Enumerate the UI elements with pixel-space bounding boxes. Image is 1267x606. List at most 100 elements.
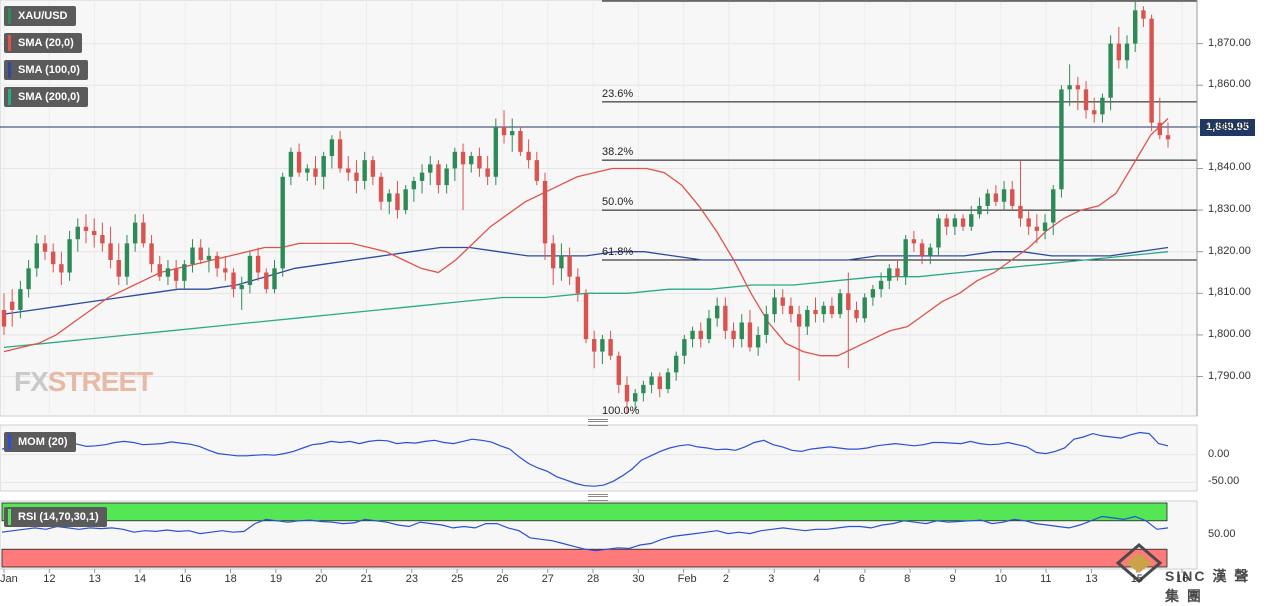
candle-body: [1157, 122, 1163, 136]
candle-body: [50, 251, 56, 265]
candle-body: [329, 139, 335, 156]
candle-body: [91, 230, 97, 236]
fxstreet-watermark: FXSTREET: [14, 366, 153, 398]
x-tick-label: 28: [587, 573, 600, 585]
sma100-swatch: [8, 62, 11, 78]
candle-body: [682, 339, 687, 356]
rsi-resize-handle[interactable]: [588, 494, 608, 501]
candle-body: [272, 268, 277, 290]
candle-body: [1133, 10, 1138, 44]
candle-body: [288, 151, 294, 177]
candle-body: [26, 268, 31, 290]
candle-body: [985, 193, 990, 206]
x-tick-label: 4: [813, 573, 820, 585]
watermark-fx: FX: [14, 366, 49, 397]
candle-body: [657, 376, 662, 390]
candle-body: [575, 276, 581, 294]
candle-body: [887, 268, 892, 281]
x-tick-label: Feb: [677, 573, 697, 585]
candle-body: [214, 255, 220, 269]
candle-body: [83, 226, 89, 231]
legend-symbol[interactable]: XAU/USD: [4, 6, 76, 26]
candle-body: [337, 139, 343, 169]
candle-body: [403, 189, 408, 211]
candle-body: [223, 268, 228, 273]
candle-body: [206, 255, 212, 261]
x-tick-label: 13: [1085, 573, 1098, 585]
candle-body: [452, 151, 458, 169]
candle-body: [280, 176, 285, 269]
candle-body: [75, 226, 80, 240]
candle-body: [1165, 135, 1171, 140]
candle-body: [559, 255, 564, 269]
rsi-line: [1, 515, 1169, 552]
candle-body: [526, 151, 531, 161]
y-tick-label: 1,840.00: [1208, 161, 1251, 174]
y-tick-label: 1,870.00: [1208, 36, 1251, 49]
x-tick-label: 26: [496, 573, 509, 585]
y-tick-label: 1,850.00: [1208, 119, 1251, 132]
candle-body: [100, 235, 105, 244]
candle-body: [124, 243, 130, 277]
candle-body: [59, 264, 64, 273]
candle-body: [1100, 97, 1105, 115]
candle-body: [198, 247, 203, 261]
x-tick-label: 23: [405, 573, 419, 585]
candle-body: [419, 172, 425, 181]
candle-body: [411, 180, 417, 190]
legend-mom-text: MOM (20): [18, 436, 68, 448]
mom-resize-handle[interactable]: [588, 419, 608, 426]
candle-body: [34, 243, 39, 269]
candle-body: [739, 322, 744, 340]
sinc-branding-mark: SINC: [1165, 568, 1207, 584]
candle-body: [108, 243, 113, 261]
sma20-line: [3, 118, 1169, 357]
x-tick-label: 13: [88, 573, 101, 585]
candle-body: [182, 264, 187, 281]
x-tick-label: 14: [133, 573, 147, 585]
candle-body: [510, 131, 515, 136]
candle-body: [977, 205, 982, 215]
y-tick-label: 1,790.00: [1208, 369, 1251, 382]
candle-body: [132, 222, 138, 244]
candle-body: [460, 151, 466, 165]
mom-panel-bg: [0, 424, 1198, 492]
candle-body: [305, 168, 310, 173]
candle-body: [632, 393, 638, 402]
candle-body: [1116, 43, 1122, 61]
candle-body: [551, 243, 556, 269]
x-tick-label: 9: [949, 573, 956, 585]
rsi-oversold-zone: [1, 548, 1168, 568]
x-tick-label: 19: [269, 573, 283, 585]
candle-body: [747, 322, 753, 348]
legend-rsi-text: RSI (14,70,30,1): [18, 511, 99, 523]
candle-body: [231, 272, 236, 290]
candle-body: [477, 155, 482, 169]
candle-body: [772, 297, 777, 315]
legend-rsi[interactable]: RSI (14,70,30,1): [4, 507, 107, 527]
candle-body: [255, 255, 261, 273]
candle-body: [829, 305, 835, 315]
candle-body: [796, 314, 802, 327]
legend-sma100[interactable]: SMA (100,0): [4, 60, 88, 80]
sma20-swatch: [8, 35, 11, 51]
fib-label: 38.2%: [602, 146, 634, 159]
candle-body: [764, 314, 769, 335]
candle-body: [354, 172, 359, 181]
legend-sma20[interactable]: SMA (20,0): [4, 33, 82, 53]
legend-sma200[interactable]: SMA (200,0): [4, 87, 88, 107]
candle-body: [895, 268, 900, 277]
candle-body: [928, 247, 933, 256]
candle-body: [936, 218, 941, 248]
candle-body: [493, 126, 499, 177]
candle-body: [641, 384, 646, 394]
x-tick-label: 10: [994, 573, 1008, 585]
candle-body: [583, 293, 589, 340]
legend-mom[interactable]: MOM (20): [4, 432, 76, 452]
mom-swatch: [8, 434, 11, 450]
candle-body: [1042, 222, 1048, 231]
candle-body: [264, 272, 269, 290]
candle-body: [1124, 43, 1130, 61]
candle-body: [1018, 205, 1023, 219]
sma100-line: [3, 246, 1169, 315]
